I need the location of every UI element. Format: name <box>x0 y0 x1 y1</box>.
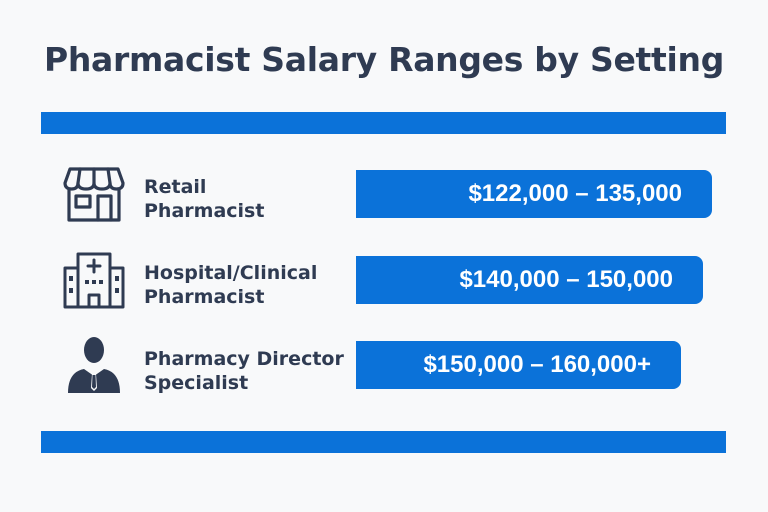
hospital-icon <box>63 252 125 309</box>
storefront-icon <box>63 167 125 222</box>
top-divider-bar <box>41 112 726 134</box>
bottom-divider-bar <box>41 431 726 453</box>
salary-bar: $150,000 – 160,000+ <box>356 341 681 389</box>
row-label: Retail Pharmacist <box>144 176 265 222</box>
row-label: Hospital/Clinical Pharmacist <box>144 262 318 308</box>
row-label: Pharmacy Director Specialist <box>144 348 344 394</box>
salary-bar: $140,000 – 150,000 <box>356 256 703 304</box>
page-title: Pharmacist Salary Ranges by Setting <box>43 40 725 79</box>
person-suit-icon <box>68 337 120 393</box>
salary-bar: $122,000 – 135,000 <box>356 170 712 218</box>
